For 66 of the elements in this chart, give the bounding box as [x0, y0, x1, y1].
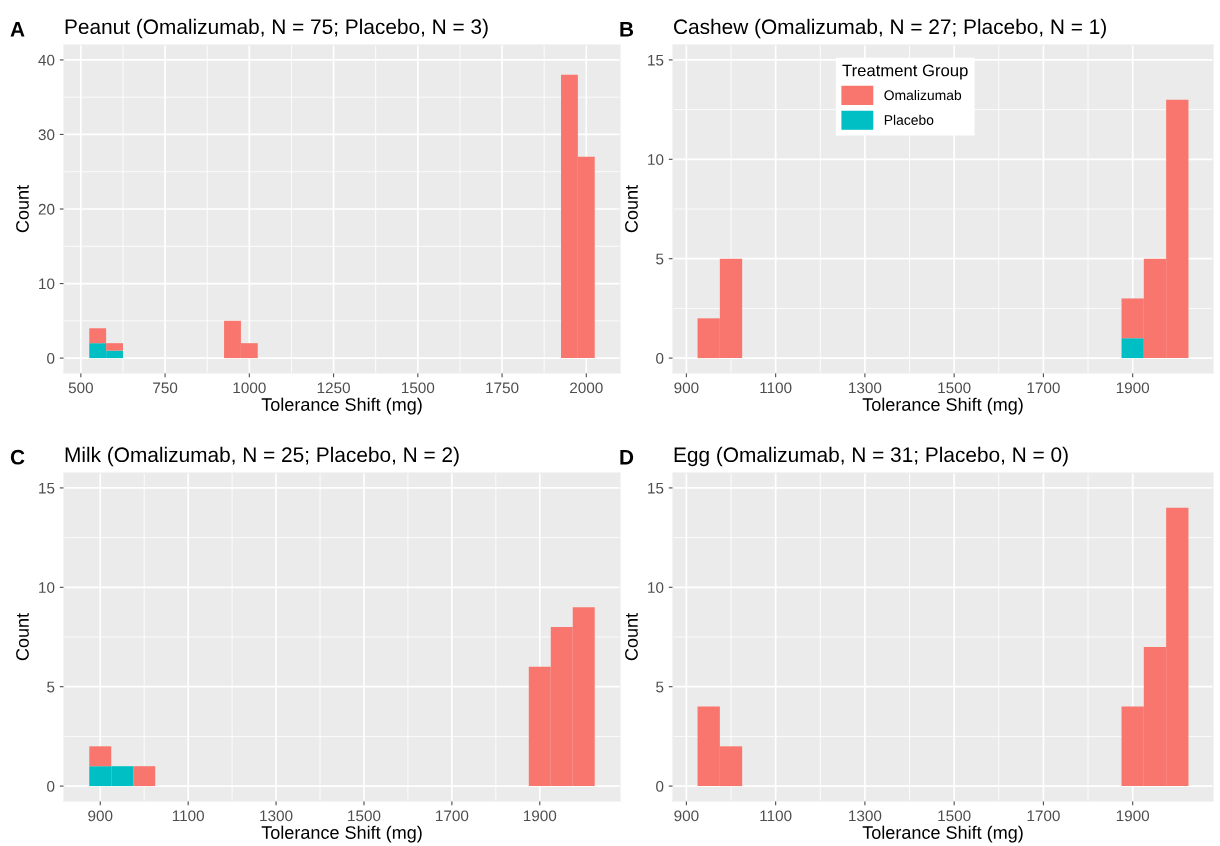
- x-tick-label: 1900: [1116, 382, 1150, 394]
- x-axis-title: Tolerance Shift (mg): [862, 825, 1023, 843]
- y-tick-label: 10: [648, 582, 664, 593]
- x-tick-label: 1100: [172, 810, 204, 822]
- x-axis-title: Tolerance Shift (mg): [261, 397, 422, 415]
- text: A: [10, 22, 25, 37]
- x-tick-label: 1500: [348, 810, 381, 822]
- y-tick-label: 0: [47, 352, 55, 364]
- y-tick-label: 5: [47, 681, 55, 693]
- x-tick-label: 1700: [1027, 810, 1060, 822]
- bar: [89, 746, 112, 767]
- x-axis-title: Tolerance Shift (mg): [261, 825, 422, 843]
- y-axis-title: Count: [625, 185, 638, 233]
- x-tick-label: 1300: [260, 810, 293, 822]
- y-axis-title: Count: [625, 613, 638, 661]
- x-tick-label: 900: [674, 382, 699, 394]
- x-tick-label: 1000: [233, 382, 266, 394]
- x-tick-label: 1100: [760, 810, 792, 822]
- x-tick-label: 1250: [317, 382, 350, 394]
- x-axis-title: Tolerance Shift (mg): [862, 397, 1023, 415]
- bar: [1121, 338, 1144, 359]
- y-tick-label: 20: [38, 203, 55, 215]
- y-tick-label: 40: [38, 54, 55, 66]
- x-tick-label: 900: [88, 810, 113, 822]
- x-tick-label: 900: [674, 810, 699, 822]
- bar: [89, 328, 107, 344]
- y-axis-title: Count: [16, 185, 29, 233]
- y-tick-label: 15: [648, 54, 664, 66]
- y-tick-label: 0: [656, 352, 664, 364]
- x-tick-label: 1700: [436, 810, 469, 822]
- x-tick-label: 1100: [760, 382, 792, 394]
- x-tick-label: 1750: [486, 382, 519, 394]
- legend-title: Treatment Group: [842, 64, 968, 80]
- y-tick-label: 10: [648, 154, 664, 165]
- chart-title: Cashew (Omalizumab, N = 27; Placebo, N = 1): [674, 18, 1106, 39]
- chart-title: Egg (Omalizumab, N = 31; Placebo, N = 0): [674, 446, 1068, 467]
- x-tick-label: 1700: [1027, 382, 1060, 394]
- text: B: [620, 22, 634, 37]
- chart-title: Peanut (Omalizumab, N = 75; Placebo, N = 3): [65, 18, 488, 39]
- x-tick-label: 1900: [523, 810, 557, 822]
- y-tick-label: 30: [38, 129, 55, 141]
- y-axis-title: Count: [16, 613, 29, 661]
- y-tick-label: 0: [47, 780, 55, 792]
- chart-title: Milk (Omalizumab, N = 25; Placebo, N = 2): [65, 446, 459, 467]
- text: C: [10, 449, 25, 465]
- x-tick-label: 1300: [849, 382, 882, 394]
- x-tick-label: 1300: [849, 810, 882, 822]
- text: D: [620, 450, 634, 465]
- y-tick-label: 10: [39, 278, 55, 290]
- y-tick-label: 5: [656, 253, 664, 265]
- y-tick-label: 10: [39, 582, 55, 593]
- legend-label: Omalizumab: [884, 89, 962, 101]
- legend-label: Placebo: [884, 114, 934, 125]
- x-tick-label: 2000: [570, 382, 603, 394]
- x-tick-label: 500: [68, 382, 93, 394]
- x-tick-label: 750: [153, 382, 178, 394]
- x-tick-label: 1500: [401, 382, 435, 394]
- x-tick-label: 1900: [1116, 810, 1150, 822]
- y-tick-label: 5: [656, 681, 664, 693]
- bar: [133, 766, 156, 787]
- bar: [106, 343, 123, 351]
- y-tick-label: 15: [39, 482, 55, 494]
- y-tick-label: 0: [656, 780, 664, 792]
- x-tick-label: 1500: [938, 382, 971, 394]
- y-tick-label: 15: [648, 482, 664, 494]
- x-tick-label: 1500: [938, 810, 971, 822]
